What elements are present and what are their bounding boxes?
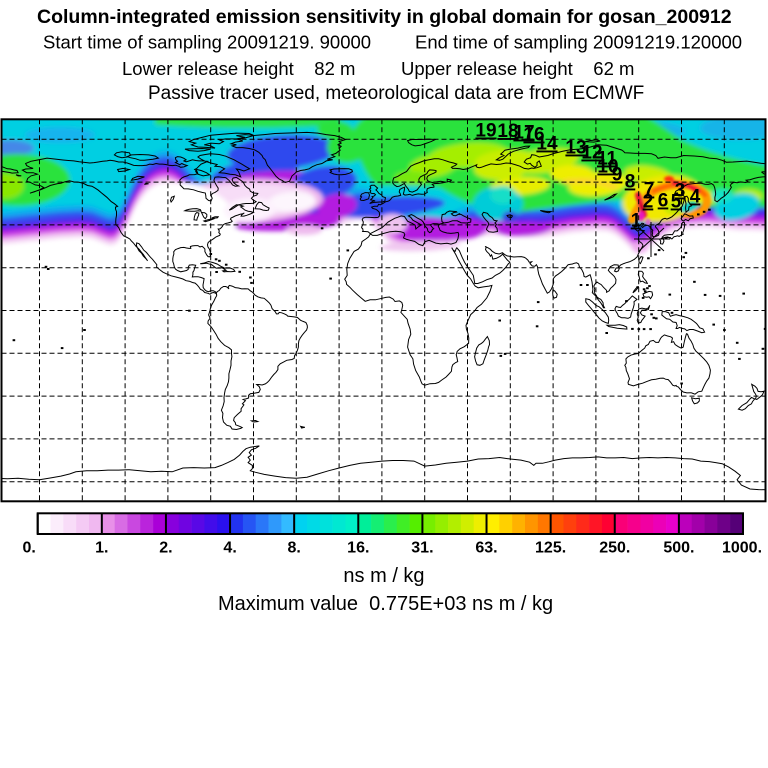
svg-text:Maximum value 0.775E+03 ns m: Maximum value 0.775E+03 ns m / kg xyxy=(218,593,553,615)
svg-text:1: 1 xyxy=(631,211,642,232)
svg-text:1000.: 1000. xyxy=(722,540,762,557)
svg-text:18: 18 xyxy=(497,121,518,142)
svg-text:Passive tracer used, meteorolo: Passive tracer used, meteorological data… xyxy=(148,83,644,104)
svg-text:Lower release height 82 m: Lower release height 82 m xyxy=(122,58,355,79)
svg-text:14: 14 xyxy=(536,134,558,155)
svg-text:4.: 4. xyxy=(223,540,236,557)
svg-text:Upper release height 62 m: Upper release height 62 m xyxy=(401,58,634,79)
svg-text:19: 19 xyxy=(475,121,496,142)
svg-text:16.: 16. xyxy=(347,540,369,557)
svg-text:5: 5 xyxy=(671,192,682,213)
svg-text:Column-integrated emission sen: Column-integrated emission sensitivity i… xyxy=(37,6,732,28)
svg-text:1.: 1. xyxy=(95,540,108,557)
svg-text:12: 12 xyxy=(581,143,602,164)
svg-text:11: 11 xyxy=(597,149,618,170)
svg-text:63.: 63. xyxy=(475,540,497,557)
svg-text:8.: 8. xyxy=(288,540,301,557)
svg-text:0.: 0. xyxy=(23,540,36,557)
svg-text:4: 4 xyxy=(690,187,701,208)
svg-text:500.: 500. xyxy=(663,540,694,557)
svg-text:3: 3 xyxy=(675,181,686,202)
svg-text:8: 8 xyxy=(625,172,636,193)
svg-text:2: 2 xyxy=(643,192,654,213)
svg-text:7: 7 xyxy=(644,180,655,201)
svg-text:9: 9 xyxy=(612,165,623,186)
svg-text:Start time of sampling 2009121: Start time of sampling 20091219. 90000 xyxy=(43,32,371,53)
svg-text:250.: 250. xyxy=(599,540,630,557)
svg-text:125.: 125. xyxy=(535,540,566,557)
svg-text:6: 6 xyxy=(658,191,669,212)
svg-text:2.: 2. xyxy=(159,540,172,557)
svg-text:10: 10 xyxy=(597,157,618,178)
svg-text:13: 13 xyxy=(565,138,586,159)
svg-text:16: 16 xyxy=(523,125,544,146)
svg-text:17: 17 xyxy=(513,123,534,144)
svg-text:31.: 31. xyxy=(411,540,433,557)
svg-text:ns m / kg: ns m / kg xyxy=(343,565,424,587)
svg-text:End time of sampling 20091219.: End time of sampling 20091219.120000 xyxy=(415,32,742,53)
